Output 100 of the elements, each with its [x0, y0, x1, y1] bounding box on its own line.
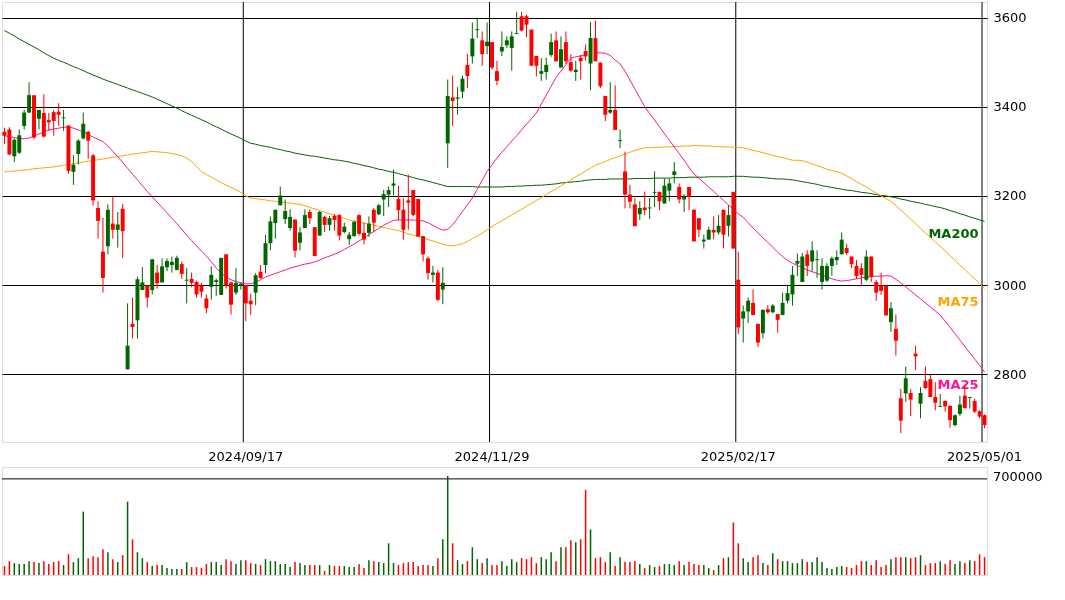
line-series	[3, 30, 986, 222]
candlestick	[391, 169, 396, 196]
candlestick	[61, 109, 66, 132]
candlestick	[613, 84, 618, 131]
series-label: MA75	[937, 293, 979, 309]
candlestick	[775, 313, 780, 334]
candlestick	[283, 198, 288, 225]
candlestick	[406, 174, 411, 231]
candlestick	[475, 17, 480, 39]
candlestick	[160, 257, 165, 283]
candlestick	[598, 62, 603, 89]
candlestick	[371, 207, 376, 233]
candlestick	[967, 396, 972, 410]
candlestick	[864, 249, 869, 282]
candlestick	[898, 388, 903, 434]
candlestick	[401, 197, 406, 241]
candlestick	[810, 240, 815, 272]
candlestick	[115, 211, 120, 249]
x-tick-label: 2024/11/29	[454, 448, 530, 464]
candlestick	[554, 30, 559, 62]
candlestick	[948, 404, 953, 429]
candlestick	[120, 203, 125, 259]
candlestick	[386, 186, 391, 208]
candlestick	[539, 57, 544, 82]
x-tick-label: 2024/09/17	[208, 448, 284, 464]
candlestick	[450, 75, 455, 127]
candlestick	[893, 314, 898, 357]
candlestick	[366, 215, 371, 238]
candlestick	[440, 266, 445, 305]
candlestick	[874, 279, 879, 302]
candlestick	[155, 264, 160, 290]
candlestick	[652, 170, 657, 208]
candlestick	[317, 210, 322, 237]
candlestick	[125, 302, 130, 370]
candlestick	[86, 130, 91, 160]
candlestick	[908, 388, 913, 417]
candlestick	[903, 366, 908, 403]
series-label: MA200	[928, 226, 979, 242]
y-tick-label: 2800	[993, 366, 1027, 382]
candlestick	[888, 301, 893, 333]
candlestick	[938, 393, 943, 408]
candlestick	[593, 20, 598, 62]
candlestick	[726, 204, 731, 237]
candlestick	[760, 308, 765, 340]
candlestick	[716, 214, 721, 236]
candlestick	[559, 35, 563, 69]
candlestick	[71, 154, 76, 186]
candlestick	[421, 235, 426, 262]
candlestick	[608, 81, 613, 115]
candlestick	[943, 400, 948, 413]
candlestick	[465, 53, 470, 89]
candlestick	[253, 272, 258, 306]
x-tick-label: 2025/02/17	[700, 448, 776, 464]
candlestick	[682, 193, 687, 213]
candlestick	[204, 293, 209, 314]
candlestick	[957, 395, 962, 417]
candlestick	[677, 182, 682, 204]
candlestick	[514, 11, 519, 35]
candlestick	[746, 297, 751, 324]
candlestick	[238, 281, 243, 291]
y-tick-label: 3600	[993, 10, 1027, 26]
candlestick	[859, 262, 864, 287]
candlestick	[96, 200, 101, 240]
y-tick-label: 3200	[993, 188, 1027, 204]
candlestick	[618, 129, 623, 149]
candlestick	[22, 109, 27, 130]
candlestick	[110, 196, 115, 240]
candlestick	[76, 138, 81, 165]
candlestick	[869, 256, 874, 283]
candlestick	[426, 256, 430, 281]
candlestick	[623, 151, 627, 209]
candlestick	[662, 178, 667, 204]
candlestick	[687, 186, 692, 211]
candlestick	[494, 60, 499, 86]
candlestick	[480, 30, 485, 67]
candlestick	[455, 86, 460, 116]
candlestick	[751, 289, 756, 316]
line-series	[3, 145, 986, 290]
y-tick-label: 3400	[993, 99, 1027, 115]
candlestick	[184, 267, 189, 304]
candlestick	[632, 197, 637, 227]
candlestick	[396, 185, 401, 221]
candlestick	[563, 30, 568, 65]
candlestick	[741, 305, 746, 344]
candlestick	[672, 161, 677, 184]
candlestick	[549, 33, 554, 58]
candlestick	[805, 249, 810, 277]
candlestick	[470, 22, 475, 65]
candlestick	[509, 30, 514, 72]
candlestick	[56, 102, 61, 126]
candlestick	[27, 81, 32, 114]
x-tick-label: 2025/05/01	[947, 448, 1023, 464]
candlestick	[297, 226, 302, 251]
candlestick	[357, 213, 362, 237]
candlestick	[81, 112, 86, 140]
candlestick	[627, 184, 632, 209]
candlestick	[824, 262, 829, 283]
candlestick	[637, 200, 642, 221]
candlestick	[209, 265, 214, 301]
candlestick	[603, 95, 608, 122]
